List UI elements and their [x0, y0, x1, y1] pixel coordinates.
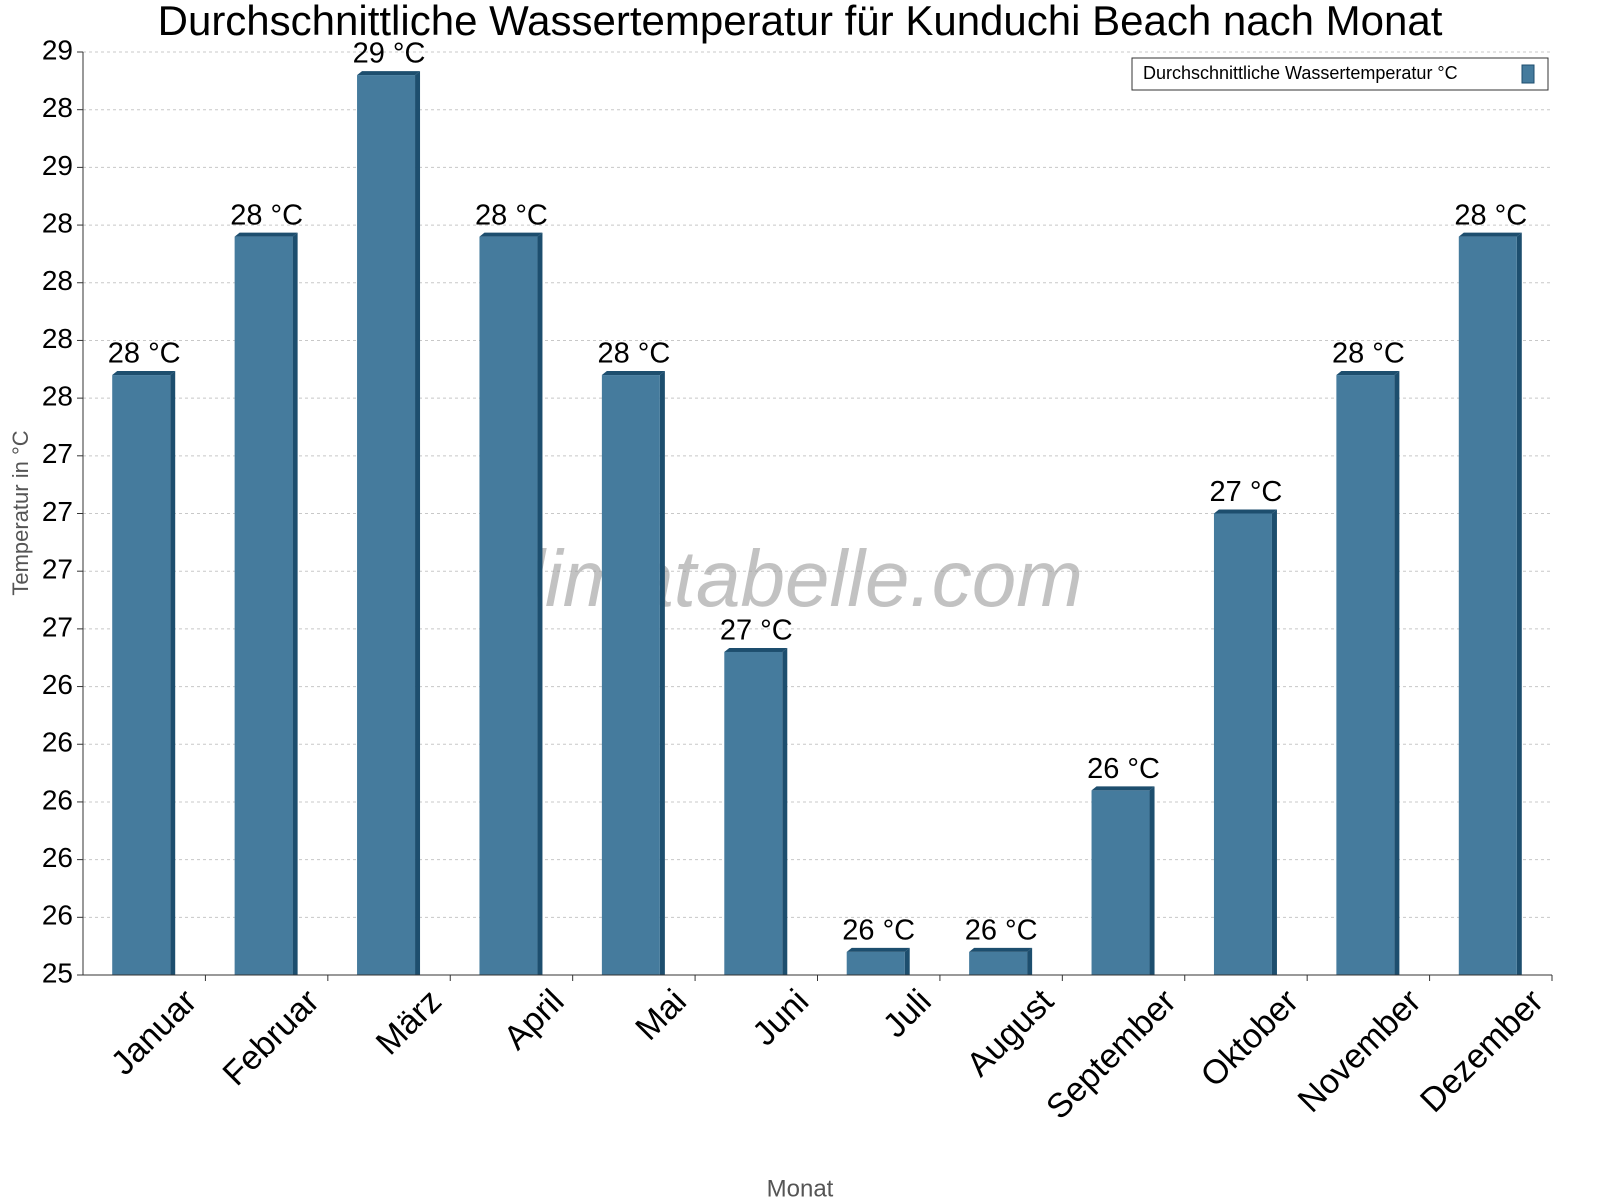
y-tick-label: 26	[42, 727, 73, 758]
bar	[479, 236, 538, 976]
y-tick-label: 27	[42, 554, 73, 585]
bar-side	[782, 647, 788, 975]
bar	[1091, 790, 1150, 975]
x-axis-title: Monat	[767, 1175, 834, 1200]
y-tick-label: 27	[42, 438, 73, 469]
y-tick-label: 28	[42, 92, 73, 123]
data-label: 28 °C	[475, 199, 548, 231]
bar-top	[479, 232, 543, 237]
bar-top	[1336, 371, 1400, 376]
bar	[601, 375, 660, 975]
bar-side	[1027, 947, 1033, 975]
bar-side	[170, 371, 176, 975]
y-tick-label: 27	[42, 611, 73, 642]
y-tick-label: 28	[42, 265, 73, 296]
bar	[1458, 236, 1517, 976]
bar-side	[1394, 371, 1400, 975]
y-tick-label: 26	[42, 784, 73, 815]
y-tick-label: 26	[42, 669, 73, 700]
y-tick-label: 26	[42, 842, 73, 873]
bar-top	[724, 647, 788, 652]
bar-side	[1516, 232, 1522, 976]
bar	[1213, 513, 1272, 975]
data-label: 26 °C	[842, 915, 915, 947]
y-axis-title: Temperatur in °C	[8, 430, 33, 595]
data-label: 28 °C	[108, 338, 181, 370]
data-label: 28 °C	[597, 338, 670, 370]
bar-top	[601, 371, 665, 376]
bar-top	[969, 947, 1033, 952]
y-tick-label: 26	[42, 900, 73, 931]
y-tick-label: 28	[42, 381, 73, 412]
data-label: 26 °C	[1087, 753, 1160, 785]
bar-side	[537, 232, 543, 976]
bar-top	[846, 947, 910, 952]
bar	[357, 75, 416, 975]
chart-title: Durchschnittliche Wassertemperatur für K…	[158, 0, 1443, 44]
bar-side	[292, 232, 298, 976]
bar	[846, 951, 905, 975]
bar-top	[1213, 509, 1277, 514]
legend-box	[1131, 57, 1549, 91]
legend-swatch	[1521, 64, 1535, 84]
bar-top	[1458, 232, 1522, 237]
bar-top	[112, 371, 176, 376]
y-tick-label: 25	[42, 957, 73, 988]
bar	[969, 951, 1028, 975]
bar-side	[1271, 509, 1277, 975]
y-tick-label: 28	[42, 207, 73, 238]
bar-side	[904, 947, 910, 975]
bar-side	[415, 71, 421, 975]
y-tick-label: 29	[42, 34, 73, 65]
data-label: 27 °C	[720, 615, 793, 647]
watermark: klimatabelle.com	[487, 534, 1083, 623]
bar-top	[234, 232, 298, 237]
bar-top	[357, 71, 421, 76]
data-label: 27 °C	[1210, 476, 1283, 508]
y-tick-label: 29	[42, 150, 73, 181]
data-label: 28 °C	[1332, 338, 1405, 370]
bar	[724, 651, 783, 975]
data-label: 26 °C	[965, 915, 1038, 947]
legend-label: Durchschnittliche Wassertemperatur °C	[1143, 63, 1458, 83]
bar-top	[1091, 786, 1155, 791]
bar	[112, 375, 171, 975]
bar	[1336, 375, 1395, 975]
bar-side	[1149, 786, 1155, 975]
y-tick-label: 28	[42, 323, 73, 354]
data-label: 29 °C	[353, 38, 426, 70]
data-label: 28 °C	[1454, 199, 1527, 231]
bar	[234, 236, 293, 976]
y-tick-label: 27	[42, 496, 73, 527]
data-label: 28 °C	[230, 199, 303, 231]
bar-side	[659, 371, 665, 975]
